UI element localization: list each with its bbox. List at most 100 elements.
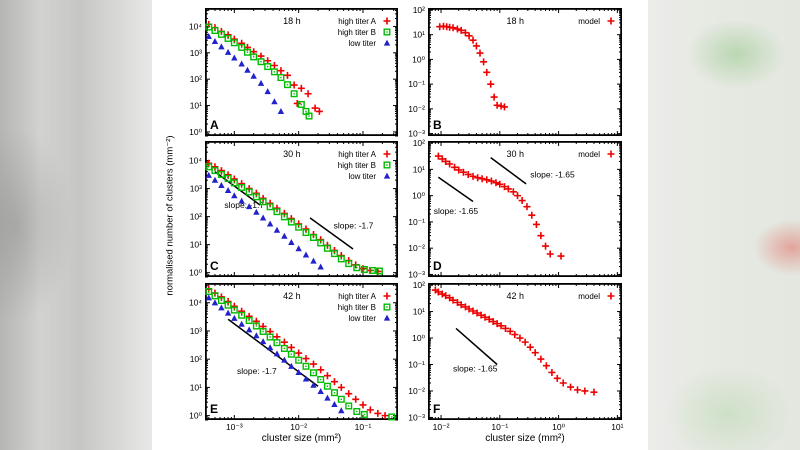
y-tick-label: 10⁴ xyxy=(189,156,202,166)
plus-marker xyxy=(381,412,389,420)
triangle-marker xyxy=(245,326,253,333)
triangle-marker xyxy=(231,314,238,321)
triangle-marker xyxy=(310,257,317,264)
square-marker xyxy=(217,30,225,38)
plus-marker xyxy=(302,225,310,233)
square-marker xyxy=(230,179,238,187)
square-marker-dot xyxy=(386,306,388,308)
slope-line xyxy=(490,157,527,185)
triangle-marker xyxy=(231,54,238,61)
plus-marker xyxy=(528,211,536,219)
square-marker-dot xyxy=(276,210,278,213)
y-tick-label: 10¹ xyxy=(190,240,202,250)
square-marker-dot xyxy=(252,56,255,58)
square-marker xyxy=(295,356,303,364)
y-tick-label: 10² xyxy=(190,212,202,222)
square-marker-dot xyxy=(333,252,336,255)
square-marker-dot xyxy=(348,405,350,407)
square-marker-dot xyxy=(363,268,366,271)
plus-marker xyxy=(264,57,272,65)
triangle-marker xyxy=(211,38,219,45)
y-tick-label: 10⁰ xyxy=(189,127,202,137)
square-marker xyxy=(273,208,281,216)
time-label: 18 h xyxy=(507,16,525,26)
y-tick-label: 10⁻² xyxy=(408,243,425,253)
y-tick-label: 10⁻¹ xyxy=(408,79,425,89)
panel-D-plot: 10⁻³ 10⁻² 10⁻¹ 10⁰ 10¹ 10² slope: -1.65 slope: … xyxy=(408,138,622,279)
square-marker xyxy=(238,183,246,191)
legend-label: low titer xyxy=(348,39,376,48)
plus-marker xyxy=(449,24,457,32)
square-marker xyxy=(388,413,396,421)
square-marker-dot xyxy=(297,226,300,228)
series-low-titer xyxy=(205,32,285,114)
plus-marker xyxy=(352,395,360,403)
square-marker-dot xyxy=(227,177,229,180)
plus-marker xyxy=(366,406,374,414)
square-marker xyxy=(375,267,383,275)
panel-letter: B xyxy=(433,118,442,132)
square-marker xyxy=(245,316,253,324)
square-marker xyxy=(250,53,258,61)
square-marker-dot xyxy=(255,325,258,327)
square-marker xyxy=(266,203,274,211)
square-marker-dot xyxy=(233,182,236,184)
plus-marker xyxy=(485,315,493,323)
square-marker-dot xyxy=(269,206,271,208)
square-marker xyxy=(211,27,219,35)
square-marker xyxy=(217,170,225,178)
plus-marker xyxy=(607,292,615,300)
square-marker-dot xyxy=(378,270,381,272)
plus-marker xyxy=(496,180,504,188)
slope-label: slope: -1.7 xyxy=(237,366,277,376)
plus-marker xyxy=(449,296,457,304)
square-marker-dot xyxy=(246,51,249,53)
square-marker xyxy=(360,265,368,273)
plus-marker xyxy=(434,152,442,160)
plus-marker xyxy=(546,250,554,258)
panel-letter: E xyxy=(210,402,218,416)
plus-marker xyxy=(337,383,345,391)
y-tick-label: 10⁰ xyxy=(412,333,425,343)
square-marker xyxy=(259,327,267,335)
plus-marker xyxy=(473,309,481,317)
plus-marker xyxy=(283,71,291,79)
square-marker xyxy=(238,311,246,319)
square-marker xyxy=(287,350,295,358)
triangle-marker xyxy=(266,344,274,351)
plus-marker xyxy=(459,168,467,176)
square-marker xyxy=(368,266,376,274)
plus-marker xyxy=(273,333,281,341)
plus-marker xyxy=(531,349,539,357)
plus-marker xyxy=(518,197,526,205)
panel-A-plot: 10⁰ 10¹ 10² 10³ 10⁴ high titer A high titer B l… xyxy=(189,7,398,137)
square-marker xyxy=(270,68,278,76)
plus-marker xyxy=(469,172,477,180)
legend-label: model xyxy=(578,150,600,159)
plus-marker xyxy=(270,62,278,70)
series-high-titer-b xyxy=(205,287,396,421)
triangle-marker xyxy=(295,245,302,252)
plus-marker xyxy=(446,160,454,168)
plus-marker xyxy=(297,84,305,92)
plus-marker xyxy=(238,180,246,188)
square-marker xyxy=(360,410,368,418)
square-marker-dot xyxy=(283,347,286,350)
legend-label: high titer B xyxy=(338,161,376,170)
square-marker xyxy=(330,389,338,397)
square-marker-dot xyxy=(214,29,216,32)
panel-letter: D xyxy=(433,259,442,273)
triangle-marker xyxy=(205,32,212,39)
plus-marker xyxy=(252,189,260,197)
plus-marker xyxy=(224,171,232,179)
square-marker-dot xyxy=(262,330,264,333)
triangle-marker xyxy=(302,375,310,382)
square-marker-dot xyxy=(248,191,250,193)
triangle-marker xyxy=(211,299,219,306)
plus-marker xyxy=(511,331,519,339)
plus-marker xyxy=(224,298,232,306)
plus-marker xyxy=(490,93,498,101)
triangle-marker xyxy=(224,48,232,55)
slope-label: slope: -1.7 xyxy=(334,220,374,230)
square-marker-dot xyxy=(208,26,210,28)
